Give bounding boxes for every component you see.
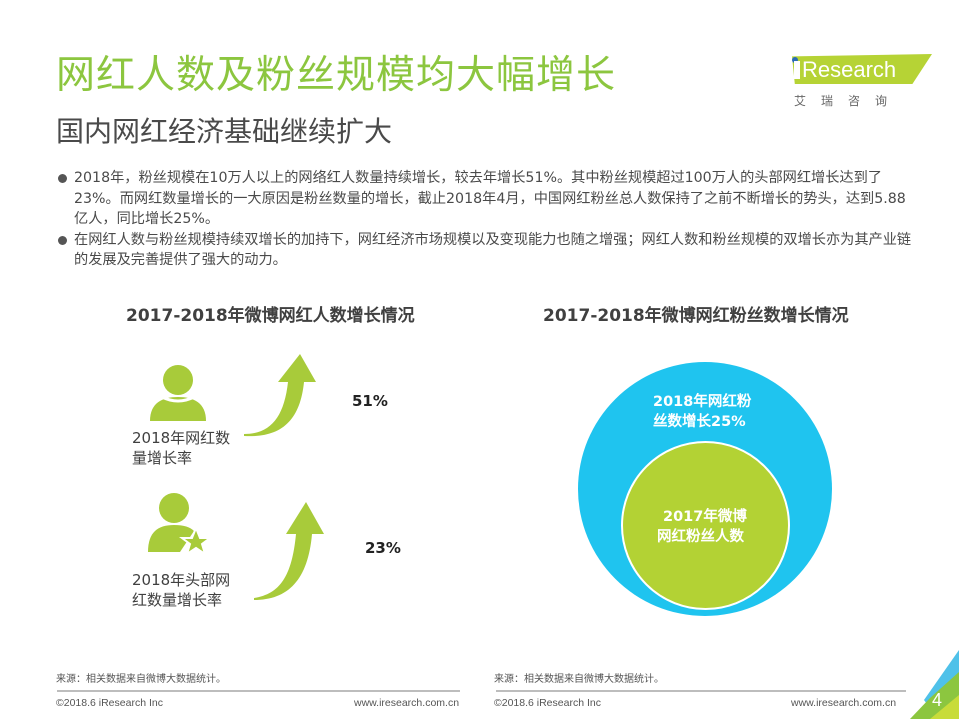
person-star-icon bbox=[146, 492, 213, 557]
footer-divider-left bbox=[57, 690, 460, 692]
item-label: 2018年网红数 量增长率 bbox=[132, 428, 230, 468]
logo-wordmark: Research bbox=[802, 57, 897, 82]
page-subtitle: 国内网红经济基础继续扩大 bbox=[56, 115, 393, 148]
logo-i-stem bbox=[794, 61, 800, 79]
page-number: 4 bbox=[932, 690, 943, 710]
person-icon bbox=[148, 363, 208, 421]
item-label-line: 2018年网红数 bbox=[132, 429, 231, 447]
website-link-left[interactable]: www.iresearch.com.cn bbox=[354, 697, 460, 709]
logo-dot-icon bbox=[792, 57, 798, 63]
logo-banner bbox=[792, 54, 932, 84]
logo-text: Research bbox=[794, 56, 896, 84]
item-label: 2018年头部网 红数量增长率 bbox=[132, 570, 230, 610]
right-chart-title: 2017-2018年微博网红粉丝数增长情况 bbox=[543, 306, 849, 326]
inner-circle-label: 2017年微博 网红粉丝人数 bbox=[657, 507, 747, 547]
bullet-item: 在网红人数与粉丝规模持续双增长的加持下，网红经济市场规模以及变现能力也随之增强；… bbox=[56, 230, 916, 271]
item-label-line: 红数量增长率 bbox=[132, 591, 223, 609]
left-chart-title: 2017-2018年微博网红人数增长情况 bbox=[126, 306, 415, 326]
source-note-right: 来源：相关数据来自微博大数据统计。 bbox=[494, 674, 664, 685]
corner-decoration bbox=[900, 650, 959, 719]
website-link-right[interactable]: www.iresearch.com.cn bbox=[791, 697, 897, 709]
logo-chinese: 艾瑞咨询 bbox=[794, 94, 903, 108]
inner-circle-2017 bbox=[621, 441, 790, 610]
growth-value: 23% bbox=[365, 539, 401, 557]
outer-label-line: 2018年网红粉 bbox=[653, 394, 752, 410]
item-label-line: 量增长率 bbox=[132, 449, 193, 467]
inner-label-line: 网红粉丝人数 bbox=[657, 529, 744, 545]
bullet-item: 2018年，粉丝规模在10万人以上的网络红人数量持续增长，较去年增长51%。其中… bbox=[56, 168, 916, 230]
footer-divider-right bbox=[496, 690, 906, 692]
outer-label-line: 丝数增长25% bbox=[653, 414, 746, 430]
item-label-line: 2018年头部网 bbox=[132, 571, 231, 589]
iresearch-logo: Research 艾瑞咨询 bbox=[780, 44, 940, 114]
source-note-left: 来源：相关数据来自微博大数据统计。 bbox=[56, 674, 226, 685]
growth-value: 51% bbox=[352, 392, 388, 410]
up-arrow-icon bbox=[240, 352, 318, 438]
copyright-right: ©2018.6 iResearch Inc bbox=[494, 697, 601, 709]
inner-label-line: 2017年微博 bbox=[663, 509, 747, 525]
page-title: 网红人数及粉丝规模均大幅增长 bbox=[56, 53, 617, 98]
outer-circle-label: 2018年网红粉 丝数增长25% bbox=[653, 392, 751, 432]
up-arrow-icon bbox=[252, 500, 328, 602]
bullet-list: 2018年，粉丝规模在10万人以上的网络红人数量持续增长，较去年增长51%。其中… bbox=[56, 168, 916, 271]
copyright-left: ©2018.6 iResearch Inc bbox=[56, 697, 163, 709]
